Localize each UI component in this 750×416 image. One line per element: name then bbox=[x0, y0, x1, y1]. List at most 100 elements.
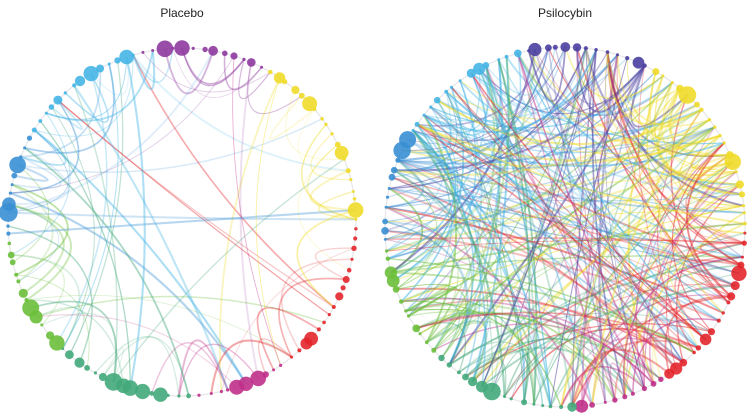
node bbox=[131, 53, 135, 57]
node bbox=[399, 299, 404, 304]
edge bbox=[407, 47, 549, 145]
edge bbox=[20, 68, 102, 158]
node bbox=[718, 134, 722, 138]
edge bbox=[269, 95, 316, 140]
node bbox=[548, 404, 553, 409]
node bbox=[72, 83, 77, 88]
node bbox=[22, 299, 40, 317]
edge bbox=[46, 50, 154, 122]
node bbox=[324, 122, 328, 127]
edge bbox=[400, 87, 465, 303]
node bbox=[390, 166, 398, 174]
psilocybin-network bbox=[381, 42, 747, 413]
edge bbox=[34, 54, 134, 137]
edge bbox=[470, 72, 646, 389]
edge bbox=[397, 159, 552, 407]
edge bbox=[580, 337, 684, 407]
edge bbox=[470, 72, 707, 340]
edge bbox=[433, 323, 654, 385]
node bbox=[392, 285, 400, 293]
edge bbox=[533, 161, 734, 405]
node bbox=[335, 292, 344, 301]
edge bbox=[516, 52, 740, 186]
node bbox=[268, 69, 273, 75]
edge bbox=[391, 68, 481, 178]
edge bbox=[426, 320, 535, 405]
edge bbox=[560, 365, 645, 408]
node bbox=[727, 292, 736, 301]
node bbox=[473, 62, 486, 75]
edge bbox=[393, 169, 720, 322]
edge bbox=[632, 318, 719, 394]
edge bbox=[430, 106, 700, 349]
node bbox=[414, 121, 420, 127]
edge bbox=[26, 294, 292, 358]
node bbox=[290, 355, 294, 359]
node bbox=[738, 191, 746, 198]
node bbox=[412, 324, 421, 333]
node bbox=[141, 50, 145, 54]
edge bbox=[314, 247, 355, 281]
node bbox=[383, 237, 387, 241]
edge bbox=[172, 48, 262, 98]
node bbox=[230, 52, 238, 60]
node bbox=[31, 127, 37, 133]
node bbox=[612, 397, 618, 403]
edge bbox=[554, 47, 646, 105]
edge bbox=[652, 82, 710, 140]
node bbox=[575, 399, 589, 413]
edge bbox=[689, 259, 742, 287]
node bbox=[177, 394, 181, 398]
edge bbox=[604, 52, 645, 389]
edge bbox=[394, 103, 698, 176]
edge bbox=[547, 47, 742, 266]
edge bbox=[238, 59, 271, 100]
edge bbox=[395, 130, 450, 290]
edge bbox=[280, 258, 353, 351]
panel-title: Psilocybin bbox=[538, 6, 592, 20]
node bbox=[174, 40, 190, 56]
node bbox=[411, 129, 415, 132]
node bbox=[605, 50, 610, 54]
edge bbox=[470, 73, 502, 382]
edge bbox=[643, 161, 734, 389]
edge bbox=[481, 48, 587, 387]
node bbox=[699, 333, 712, 346]
node bbox=[559, 405, 564, 409]
edge bbox=[255, 77, 282, 366]
edge bbox=[654, 75, 744, 207]
node bbox=[226, 388, 230, 392]
node bbox=[692, 350, 696, 355]
node bbox=[422, 113, 426, 117]
edge bbox=[516, 52, 685, 364]
edge bbox=[395, 82, 673, 290]
node bbox=[229, 379, 245, 395]
node bbox=[334, 145, 349, 160]
edge bbox=[471, 56, 510, 382]
edge bbox=[616, 54, 710, 127]
edge bbox=[419, 184, 741, 335]
node bbox=[342, 276, 350, 283]
node bbox=[197, 393, 201, 397]
edge bbox=[481, 284, 736, 388]
edge bbox=[458, 232, 746, 374]
edge bbox=[57, 99, 335, 308]
edge bbox=[675, 183, 741, 363]
edge bbox=[177, 339, 229, 397]
edge bbox=[62, 63, 119, 349]
node bbox=[65, 350, 74, 360]
edge bbox=[451, 87, 706, 340]
node bbox=[514, 49, 522, 58]
node bbox=[247, 58, 256, 67]
edge bbox=[310, 133, 351, 181]
node bbox=[385, 195, 390, 199]
edge bbox=[481, 48, 587, 387]
edge bbox=[450, 86, 677, 369]
node bbox=[18, 288, 28, 298]
edge bbox=[309, 169, 356, 212]
edge bbox=[432, 56, 511, 351]
node bbox=[482, 62, 490, 69]
node bbox=[10, 183, 14, 187]
edge bbox=[394, 91, 458, 171]
node bbox=[532, 402, 536, 406]
